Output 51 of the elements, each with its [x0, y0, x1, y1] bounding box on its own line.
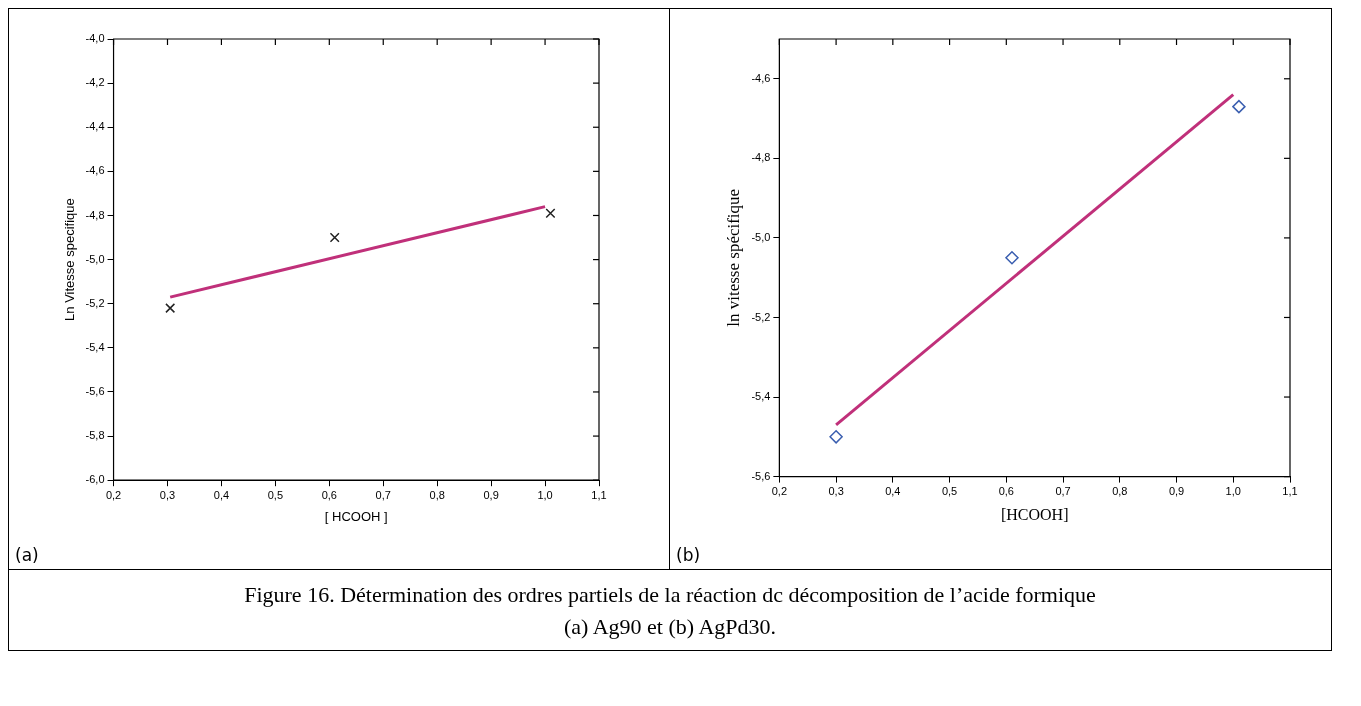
y-tick-label: -5,8 [85, 429, 105, 442]
y-tick-label: -5,2 [751, 310, 771, 323]
y-tick-label: -5,2 [85, 296, 105, 309]
y-tick-label: -5,6 [751, 469, 771, 482]
x-tick-label: 1,1 [591, 488, 607, 501]
point [545, 208, 556, 219]
point [329, 232, 340, 243]
x-tick-label: 0,4 [885, 485, 901, 498]
x-tick-label: 0,5 [941, 485, 958, 498]
y-axis-title: ln vitesse spécifique [723, 188, 743, 327]
point [829, 430, 843, 444]
y-tick-label: -4,6 [85, 164, 105, 177]
x-tick-label: 0,2 [105, 488, 122, 501]
caption: Figure 16. Détermination des ordres partiels de la réaction dc décomposition de l’acide formique [243, 582, 1097, 608]
x-tick-label: 0,6 [321, 488, 337, 501]
y-tick-label: -4,8 [751, 151, 771, 164]
x-tick-label: 1,0 [1225, 485, 1241, 498]
point [1232, 99, 1246, 114]
y-tick-label: -5,0 [85, 252, 105, 265]
y-tick-label: -4,4 [85, 120, 105, 133]
y-tick-label: -4,2 [85, 76, 105, 89]
x-tick-label: 0,3 [159, 488, 176, 501]
y-tick-label: -6,0 [85, 473, 105, 486]
y-tick-label: -5,4 [751, 390, 771, 403]
x-tick-label: 1,1 [1282, 485, 1298, 498]
y-tick-label: -4,0 [85, 32, 105, 45]
text: (b) [676, 545, 701, 565]
x-tick-label: 0,2 [771, 485, 787, 498]
point [1005, 251, 1019, 265]
x-tick-label: 0,3 [828, 485, 844, 498]
x-tick-label: 0,4 [213, 488, 230, 501]
y-tick-label: -5,6 [85, 384, 105, 397]
y-tick-label: -4,8 [85, 208, 105, 221]
x-tick-label: 0,6 [998, 485, 1014, 498]
y-tick-label: -5,0 [751, 230, 771, 243]
y-tick-label: -4,6 [751, 71, 771, 84]
y-tick-label: -5,4 [85, 340, 105, 353]
y-axis-title: Ln Vitesse specifique [62, 198, 78, 321]
x-tick-label: 0,7 [1055, 485, 1071, 498]
x-tick-label: 0,8 [1112, 485, 1128, 498]
x-tick-label: 0,9 [1168, 485, 1185, 498]
x-axis-title: [ HCOOH ] [324, 508, 388, 524]
x-tick-label: 0,5 [267, 488, 284, 501]
text: (a) Ag90 et (b) AgPd30. [563, 614, 777, 640]
x-tick-label: 0,9 [483, 488, 499, 501]
x-tick-label: 0,8 [429, 488, 445, 501]
x-tick-label: 0,7 [375, 488, 391, 501]
point [165, 303, 176, 314]
text: (a) [15, 545, 39, 565]
x-tick-label: 1,0 [537, 488, 553, 501]
x-axis-title: [HCOOH] [1000, 505, 1069, 523]
